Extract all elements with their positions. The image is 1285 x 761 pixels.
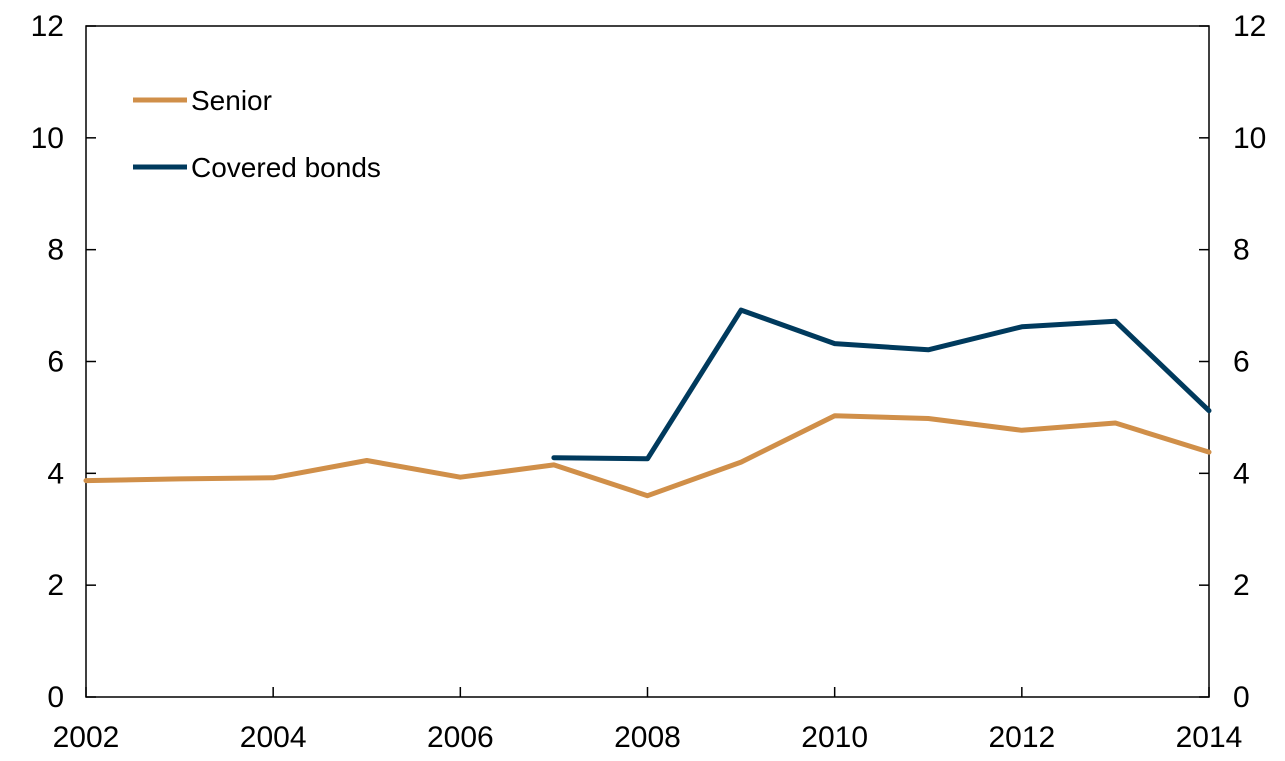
series-line-covered-bonds [551, 307, 1212, 462]
x-tick-label: 2006 [427, 721, 494, 754]
legend-label-senior: Senior [191, 85, 272, 116]
x-tick-label: 2002 [53, 721, 120, 754]
y-tick-label-left: 8 [47, 234, 64, 267]
x-tick-label: 2012 [988, 721, 1055, 754]
x-tick-label: 2014 [1176, 721, 1243, 754]
chart-legend: Senior Covered bonds [133, 85, 381, 183]
legend-label-covered-bonds: Covered bonds [191, 152, 381, 183]
y-tick-label-right: 8 [1233, 234, 1250, 267]
y-tick-label-left: 0 [47, 681, 64, 714]
y-tick-label-right: 2 [1233, 569, 1250, 602]
series-line-senior [83, 413, 1212, 499]
chart-series [83, 307, 1212, 499]
x-tick-label: 2004 [240, 721, 307, 754]
y-tick-label-left: 12 [31, 10, 64, 43]
plot-frame [85, 25, 1210, 698]
x-tick-label: 2010 [801, 721, 868, 754]
x-tick-label: 2008 [614, 721, 681, 754]
y-tick-label-right: 12 [1233, 10, 1266, 43]
y-tick-label-left: 6 [47, 346, 64, 379]
y-tick-label-right: 4 [1233, 457, 1250, 490]
y-tick-label-right: 10 [1233, 122, 1266, 155]
y-tick-label-right: 0 [1233, 681, 1250, 714]
y-tick-label-left: 10 [31, 122, 64, 155]
y-tick-label-left: 2 [47, 569, 64, 602]
chart-axes: 0 0 2 2 4 4 6 6 8 8 10 10 12 12 2002 2004 2006 2008 2010 20… [31, 10, 1267, 754]
y-tick-label-left: 4 [47, 457, 64, 490]
y-tick-label-right: 6 [1233, 346, 1250, 379]
